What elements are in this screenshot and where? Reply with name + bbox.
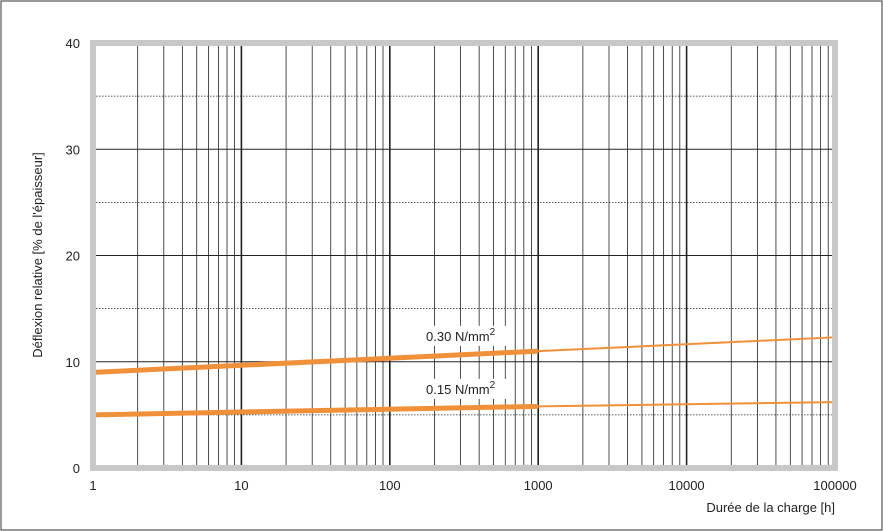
x-tick-label: 1: [89, 478, 96, 493]
y-tick-label: 40: [66, 36, 80, 51]
series-1-measured-line: [92, 348, 539, 375]
series-layer: [92, 336, 836, 418]
x-tick-label: 100: [379, 478, 401, 493]
series-2-label-superscript: 2: [490, 380, 496, 391]
plot-frame: [90, 40, 838, 471]
y-tick-label: 30: [66, 142, 80, 157]
y-axis-label: Déflexion relative [% de l'épaisseur]: [30, 152, 45, 358]
series-2-label: 0.15 N/mm2: [426, 380, 496, 397]
x-tick-label: 10000: [669, 478, 705, 493]
x-tick-label: 10: [234, 478, 248, 493]
series-1-extrapolated-line: [538, 336, 836, 353]
x-tick-label: 100000: [813, 478, 856, 493]
series-2-label-bg: [410, 378, 511, 399]
x-axis-label: Durée de la charge [h]: [706, 500, 835, 515]
series-1-label-text: 0.30 N/mm: [426, 329, 490, 344]
series-2-label-text: 0.15 N/mm: [426, 382, 490, 397]
series-1-label: 0.30 N/mm2: [426, 327, 496, 344]
x-tick-label: 1000: [524, 478, 553, 493]
series-2-extrapolated-line: [538, 401, 836, 408]
series-2-measured-line: [92, 403, 539, 418]
tick-labels: 1 10 100 1000 10000 100000 0 10 20 30 40: [66, 36, 857, 493]
y-tick-label: 10: [66, 355, 80, 370]
grid: [93, 43, 836, 468]
series-1-label-bg: [410, 325, 511, 346]
series-1-label-superscript: 2: [490, 327, 496, 338]
y-tick-label: 0: [73, 461, 80, 476]
y-tick-label: 20: [66, 249, 80, 264]
